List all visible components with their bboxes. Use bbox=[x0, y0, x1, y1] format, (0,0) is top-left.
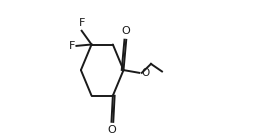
Text: O: O bbox=[107, 125, 116, 135]
Text: F: F bbox=[69, 41, 75, 51]
Text: O: O bbox=[141, 68, 149, 78]
Text: F: F bbox=[78, 18, 85, 28]
Text: O: O bbox=[121, 26, 130, 36]
